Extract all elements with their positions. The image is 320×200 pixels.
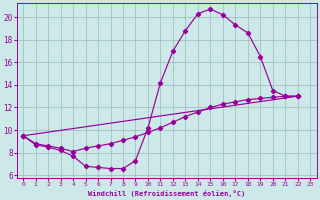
X-axis label: Windchill (Refroidissement éolien,°C): Windchill (Refroidissement éolien,°C) <box>88 190 245 197</box>
